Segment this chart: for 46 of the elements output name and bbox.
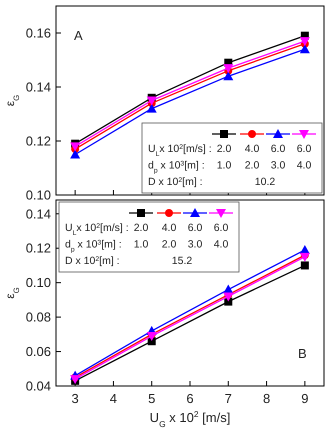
annotation: U$_{L}$x 10$^{2}$[m/s] : <box>65 222 129 236</box>
text: D x 10$^{2}$[m] : 15.2 <box>65 255 192 267</box>
annotation: A <box>74 28 83 43</box>
text: D x 10$^{2}$[m] : 10.2 <box>148 176 276 188</box>
x-tick-label: 5 <box>148 391 156 406</box>
point <box>223 292 234 302</box>
annotation: d$_{p}$ x 10$^{3}$[m] : <box>65 238 122 253</box>
x-tick-label: 8 <box>262 391 270 406</box>
point <box>300 44 310 54</box>
y-tick-label: 0.12 <box>26 240 51 256</box>
point <box>146 332 157 342</box>
point <box>300 37 310 46</box>
x-tick-label: 9 <box>301 391 308 406</box>
x-tick-label: 7 <box>224 391 232 406</box>
y-tick-label: 0.10 <box>26 188 51 202</box>
legend-label: 4.0 2.0 <box>162 222 176 250</box>
y-tick-label: 0.08 <box>26 310 51 325</box>
legend-label: 2.0 1.0 <box>216 143 232 172</box>
x-axis-title: U$_{G}$ x 10$^{2}$ [m/s] <box>150 409 230 428</box>
point <box>300 252 310 262</box>
annotation: B <box>298 346 307 361</box>
point <box>146 104 157 113</box>
y-tick-label: 0.12 <box>26 134 51 148</box>
annotation: U$_{L}$x 10$^{2}$[m/s] : <box>148 143 212 158</box>
point <box>70 142 80 152</box>
point <box>223 64 234 74</box>
y-tick-label: 0.10 <box>26 275 51 290</box>
point <box>300 261 309 270</box>
point <box>223 71 234 80</box>
y-tick-label: 0.04 <box>26 378 51 394</box>
point <box>70 150 80 158</box>
legend-label: 6.0 4.0 <box>214 222 228 250</box>
legend-label: 6.0 3.0 <box>270 143 286 172</box>
point <box>146 96 157 106</box>
y-tick-label: 0.14 <box>26 80 51 94</box>
y-tick-label: 0.14 <box>26 206 51 222</box>
x-tick-label: 6 <box>186 391 194 406</box>
legend-label: 6.0 4.0 <box>296 143 312 172</box>
y-tick-label: 0.06 <box>26 344 51 360</box>
legend-label: 4.0 2.0 <box>244 143 260 172</box>
annotation: d$_{p}$ x 10$^{3}$[m] : <box>148 160 205 174</box>
legend-label: 6.0 3.0 <box>188 222 202 250</box>
y-tick-label: 0.16 <box>26 26 51 40</box>
x-tick-label: 4 <box>110 391 118 406</box>
x-tick-label: 3 <box>72 391 79 406</box>
legend-label: 2.0 1.0 <box>134 222 148 250</box>
